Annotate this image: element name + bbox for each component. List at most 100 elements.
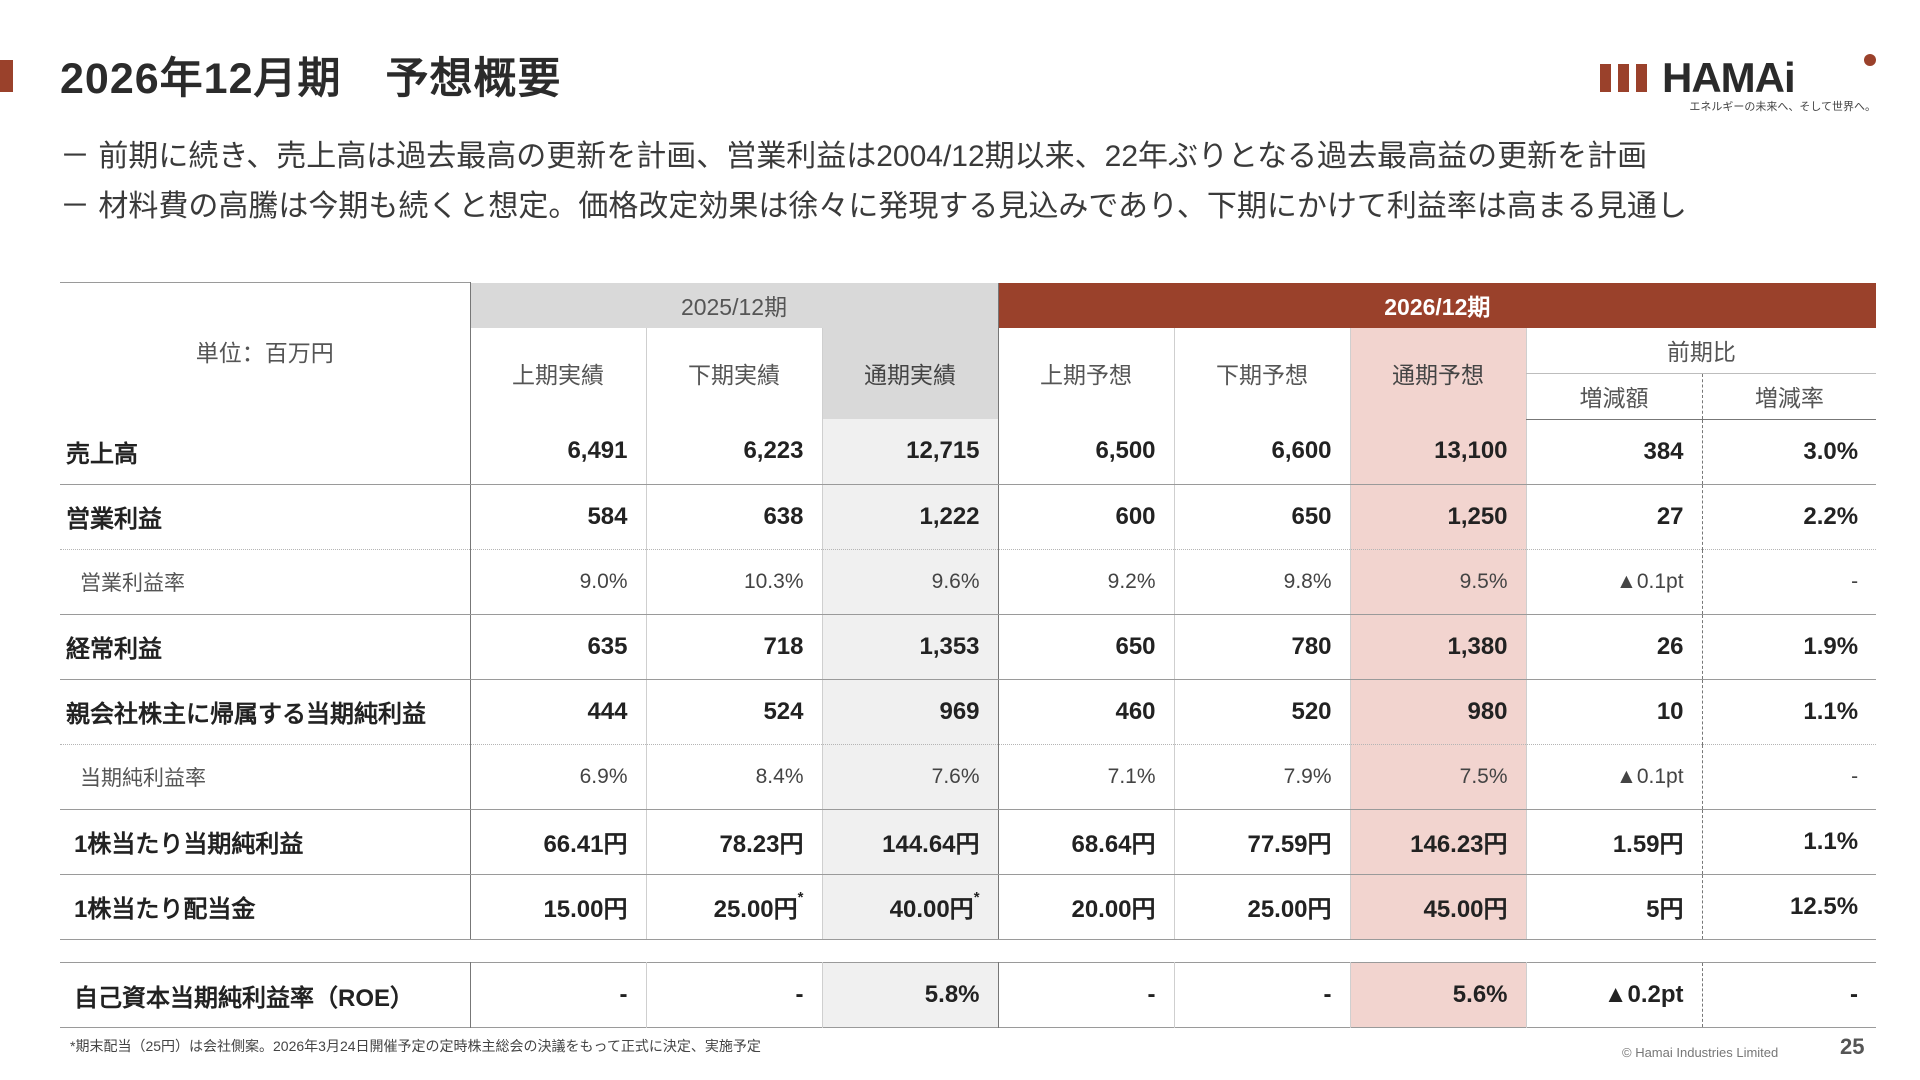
col-h2-forecast: 下期予想 bbox=[1173, 327, 1351, 419]
cell: 146.23円 bbox=[1349, 809, 1527, 875]
cell: 15.00円 bbox=[469, 874, 646, 940]
cell-value: 25.00円 bbox=[713, 896, 798, 923]
cell: 718 bbox=[645, 614, 822, 680]
cell: - bbox=[1701, 549, 1877, 615]
cell-value: 40.00円 bbox=[889, 896, 974, 923]
logo-wordmark: HAMAi bbox=[1662, 54, 1796, 101]
cell: 444 bbox=[469, 679, 646, 745]
cell: - bbox=[1701, 962, 1876, 1028]
cell: 1,250 bbox=[1349, 484, 1527, 550]
table-row: 自己資本当期純利益率（ROE） - - 5.8% - - 5.6% ▲0.2pt… bbox=[60, 962, 1876, 1028]
cell: ▲0.2pt bbox=[1525, 962, 1702, 1028]
cell: ▲0.1pt bbox=[1525, 549, 1703, 615]
cell: 40.00円* bbox=[821, 874, 999, 940]
col-h2-actual: 下期実績 bbox=[645, 327, 822, 419]
cell: 460 bbox=[997, 679, 1175, 745]
cell: - bbox=[645, 962, 822, 1028]
footnote: *期末配当（25円）は会社側案。2026年3月24日開催予定の定時株主総会の決議… bbox=[70, 1038, 761, 1054]
cell: - bbox=[1701, 744, 1877, 810]
cell: 1,353 bbox=[821, 614, 999, 680]
company-logo: HAMAi エネルギーの未来へ、そして世界へ。 bbox=[1600, 54, 1876, 114]
cell: 600 bbox=[997, 484, 1175, 550]
row-label: 1株当たり当期純利益 bbox=[60, 809, 471, 875]
cell: - bbox=[1173, 962, 1350, 1028]
col-full-actual: 通期実績 bbox=[821, 327, 999, 419]
cell: 27 bbox=[1525, 484, 1703, 550]
col-change-amount: 増減額 bbox=[1525, 373, 1703, 420]
logo-bars-icon bbox=[1600, 64, 1647, 92]
row-label: 1株当たり配当金 bbox=[60, 874, 471, 940]
row-label: 営業利益 bbox=[60, 484, 471, 550]
cell: 1,380 bbox=[1349, 614, 1527, 680]
copyright: © Hamai Industries Limited bbox=[1622, 1045, 1779, 1060]
table-row: 経常利益 635 718 1,353 650 780 1,380 26 1.9% bbox=[60, 614, 1877, 680]
table-row: 親会社株主に帰属する当期純利益 444 524 969 460 520 980 … bbox=[60, 679, 1877, 745]
footnote-mark: * bbox=[973, 889, 980, 906]
cell: 635 bbox=[469, 614, 646, 680]
cell: 12,715 bbox=[821, 419, 999, 485]
bullet-item: － 前期に続き、売上高は過去最高の更新を計画、営業利益は2004/12期以来、2… bbox=[60, 140, 1648, 173]
cell: 5.6% bbox=[1349, 962, 1526, 1028]
cell: 66.41円 bbox=[469, 809, 646, 875]
cell: 78.23円 bbox=[645, 809, 822, 875]
cell: 7.9% bbox=[1173, 744, 1351, 810]
unit-label: 単位：百万円 bbox=[60, 282, 471, 419]
cell: 5円 bbox=[1525, 874, 1703, 940]
cell: 980 bbox=[1349, 679, 1527, 745]
cell: 6.9% bbox=[469, 744, 646, 810]
cell: 1.59円 bbox=[1525, 809, 1703, 875]
cell: 650 bbox=[997, 614, 1175, 680]
row-label: 売上高 bbox=[60, 419, 471, 485]
title-accent-bar bbox=[0, 60, 13, 92]
cell: 9.8% bbox=[1173, 549, 1351, 615]
cell: 9.2% bbox=[997, 549, 1175, 615]
cell: 12.5% bbox=[1701, 874, 1877, 940]
cell: 5.8% bbox=[821, 962, 998, 1028]
cell: 1.9% bbox=[1701, 614, 1877, 680]
fy2025-header: 2025/12期 bbox=[469, 282, 999, 328]
cell: 8.4% bbox=[645, 744, 822, 810]
cell: 9.6% bbox=[821, 549, 999, 615]
cell: 10 bbox=[1525, 679, 1703, 745]
table-row: 売上高 6,491 6,223 12,715 6,500 6,600 13,10… bbox=[60, 419, 1877, 485]
cell: 68.64円 bbox=[997, 809, 1175, 875]
cell: ▲0.1pt bbox=[1525, 744, 1703, 810]
cell: 25.00円* bbox=[645, 874, 822, 940]
cell: 2.2% bbox=[1701, 484, 1877, 550]
row-label: 自己資本当期純利益率（ROE） bbox=[60, 962, 471, 1028]
cell: 6,491 bbox=[469, 419, 646, 485]
cell: 1.1% bbox=[1701, 809, 1877, 875]
table-row: 営業利益率 9.0% 10.3% 9.6% 9.2% 9.8% 9.5% ▲0.… bbox=[60, 549, 1877, 615]
cell: 524 bbox=[645, 679, 822, 745]
roe-table: 自己資本当期純利益率（ROE） - - 5.8% - - 5.6% ▲0.2pt… bbox=[60, 962, 1876, 1028]
cell: 6,600 bbox=[1173, 419, 1351, 485]
cell: 6,500 bbox=[997, 419, 1175, 485]
cell: 26 bbox=[1525, 614, 1703, 680]
cell: 638 bbox=[645, 484, 822, 550]
page-number: 25 bbox=[1840, 1034, 1865, 1059]
cell: 3.0% bbox=[1701, 419, 1877, 485]
col-yoy: 前期比 bbox=[1525, 327, 1877, 374]
table-row: 営業利益 584 638 1,222 600 650 1,250 27 2.2% bbox=[60, 484, 1877, 550]
row-label: 経常利益 bbox=[60, 614, 471, 680]
cell: - bbox=[469, 962, 646, 1028]
cell: 1,222 bbox=[821, 484, 999, 550]
footnote-mark: * bbox=[797, 889, 804, 906]
col-full-forecast: 通期予想 bbox=[1349, 327, 1527, 419]
row-label: 当期純利益率 bbox=[60, 744, 471, 810]
forecast-table: 単位：百万円 2025/12期 2026/12期 上期実績 下期実績 通期実績 … bbox=[60, 282, 1877, 940]
table-row: 1株当たり配当金 15.00円 25.00円* 40.00円* 20.00円 2… bbox=[60, 874, 1877, 940]
logo-dot-icon bbox=[1864, 54, 1876, 66]
table-row: 1株当たり当期純利益 66.41円 78.23円 144.64円 68.64円 … bbox=[60, 809, 1877, 875]
cell: - bbox=[997, 962, 1174, 1028]
cell: 25.00円 bbox=[1173, 874, 1351, 940]
cell: 45.00円 bbox=[1349, 874, 1527, 940]
row-label: 営業利益率 bbox=[60, 549, 471, 615]
cell: 9.0% bbox=[469, 549, 646, 615]
cell: 7.1% bbox=[997, 744, 1175, 810]
cell: 780 bbox=[1173, 614, 1351, 680]
cell: 6,223 bbox=[645, 419, 822, 485]
cell: 9.5% bbox=[1349, 549, 1527, 615]
cell: 520 bbox=[1173, 679, 1351, 745]
cell: 10.3% bbox=[645, 549, 822, 615]
